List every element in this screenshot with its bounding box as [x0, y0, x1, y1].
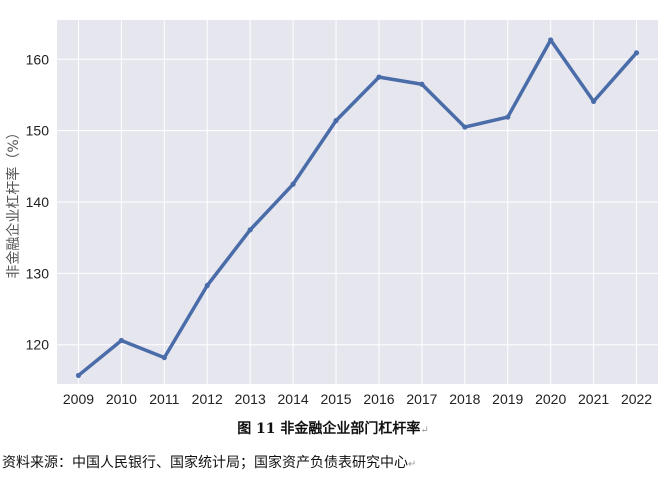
data-point — [333, 118, 339, 124]
data-point — [591, 98, 597, 104]
data-point — [419, 81, 425, 87]
y-tick-label: 150 — [26, 123, 50, 139]
x-tick-label: 2020 — [535, 391, 566, 407]
x-tick-label: 2009 — [63, 391, 94, 407]
x-tick-label: 2019 — [492, 391, 523, 407]
data-point — [161, 354, 167, 361]
paragraph-mark: ↵ — [420, 425, 429, 436]
x-tick-label: 2017 — [406, 391, 437, 407]
data-point — [118, 337, 124, 344]
y-tick-label: 130 — [26, 265, 50, 281]
x-tick-label: 2016 — [363, 391, 394, 407]
x-tick-label: 2018 — [449, 391, 480, 407]
x-tick-label: 2012 — [192, 391, 223, 407]
x-tick-label: 2015 — [320, 391, 351, 407]
y-tick-label: 140 — [26, 194, 50, 210]
data-point — [548, 37, 554, 43]
data-point — [75, 372, 82, 379]
data-source-text: 资料来源：中国人民银行、国家统计局；国家资产负债表研究中心 — [2, 455, 408, 471]
data-point — [204, 282, 210, 289]
series-line — [76, 38, 639, 378]
line-chart: 120 130 140 150 160 2009 2010 2011 2012 2013 2014 2… — [5, 20, 658, 407]
y-tick-label: 120 — [26, 337, 50, 353]
data-point — [290, 181, 296, 187]
x-tick-label: 2013 — [235, 391, 266, 407]
y-tick-label: 160 — [26, 51, 50, 67]
data-point — [247, 227, 253, 233]
x-tick-label: 2010 — [106, 391, 137, 407]
data-point — [376, 74, 382, 80]
paragraph-mark: ↵ — [408, 459, 417, 470]
x-tick-label: 2011 — [149, 391, 179, 407]
data-point — [505, 114, 511, 120]
data-point — [633, 50, 640, 56]
x-tick-label: 2014 — [278, 391, 309, 407]
x-tick-label: 2021 — [578, 391, 609, 407]
figure-caption: 图 11 非金融企业部门杠杆率↵ — [0, 418, 666, 438]
data-source-note: 资料来源：中国人民银行、国家统计局；国家资产负债表研究中心↵ — [2, 452, 416, 472]
figure-caption-text: 图 11 非金融企业部门杠杆率 — [237, 421, 421, 437]
x-tick-label: 2022 — [621, 391, 652, 407]
y-axis-label: 非金融企业杠杆率（%） — [5, 125, 22, 278]
data-point — [462, 124, 468, 130]
